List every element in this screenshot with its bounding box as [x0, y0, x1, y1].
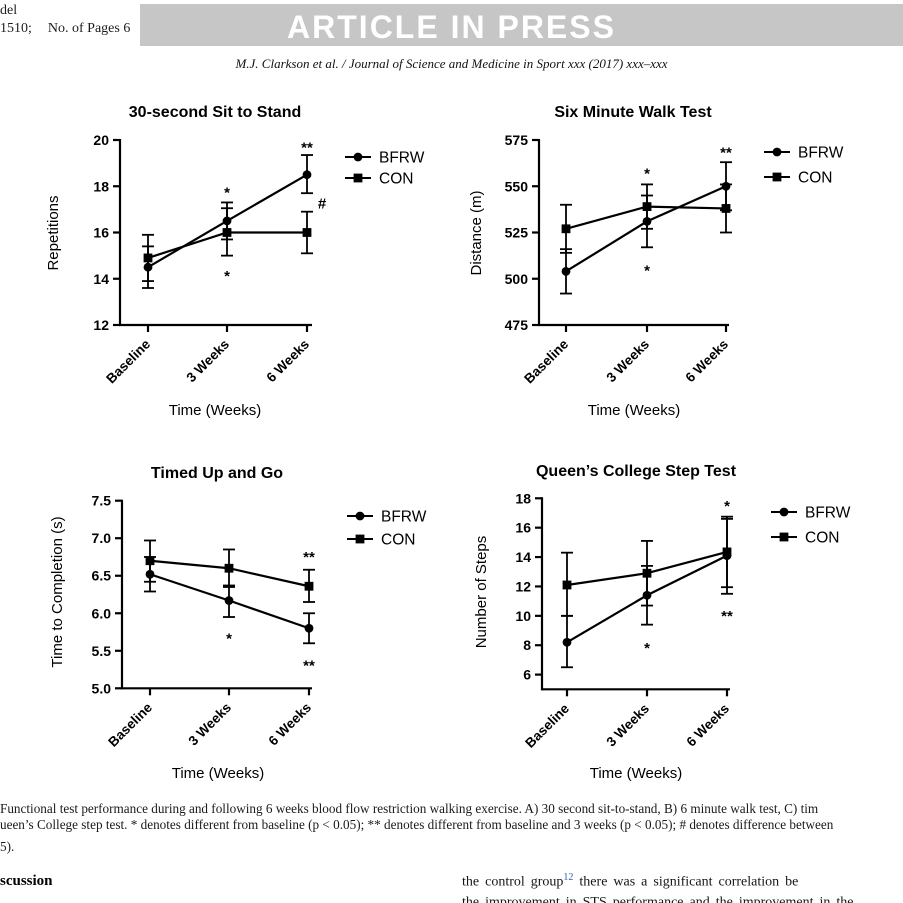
body-text-post: there was a significant correlation be: [573, 874, 799, 890]
chart-timed-up-and-go: 5.0 5.5 6.0 6.5 7.0 7.5 Baseline 3 Weeks 6 Weeks…: [0, 450, 452, 805]
svg-text:6 Weeks: 6 Weeks: [263, 337, 312, 386]
svg-text:18: 18: [93, 178, 109, 194]
chart-svg-timed-up-and-go: 5.0 5.5 6.0 6.5 7.0 7.5 Baseline 3 Weeks 6 Weeks…: [49, 465, 427, 782]
svg-text:**: **: [721, 608, 733, 625]
figure-caption-line1: Functional test performance during and f…: [0, 801, 819, 816]
svg-text:Time to Completion (s): Time to Completion (s): [49, 516, 66, 667]
svg-text:*: *: [644, 166, 650, 183]
svg-text:3 Weeks: 3 Weeks: [183, 337, 232, 386]
body-text-line1: the control group12 there was a signific…: [462, 872, 903, 891]
svg-text:*: *: [224, 268, 230, 285]
svg-text:BFRW: BFRW: [805, 505, 851, 522]
svg-text:7.0: 7.0: [92, 530, 112, 546]
svg-text:#: #: [318, 196, 327, 213]
svg-text:Baseline: Baseline: [521, 336, 571, 386]
svg-text:*: *: [224, 185, 230, 202]
figure-caption-line2: ueen’s College step test. * denotes diff…: [0, 817, 834, 832]
svg-text:BFRW: BFRW: [381, 509, 427, 526]
svg-text:Baseline: Baseline: [522, 700, 572, 750]
svg-text:18: 18: [515, 490, 531, 506]
svg-text:550: 550: [505, 178, 529, 194]
chart-svg-six-minute-walk: 475 500 525 550 575 Baseline 3 Weeks 6 Weeks Six…: [468, 104, 844, 419]
chart-queens-college-step: 6 8 10 12 14 16 18 Baseline 3 Weeks 6 Weeks Queen’…: [451, 450, 903, 805]
svg-text:*: *: [644, 263, 650, 280]
gmodel-code: 1510;: [0, 21, 32, 36]
journal-gmodel-line2: 1510; No. of Pages 6: [0, 21, 130, 37]
svg-text:500: 500: [505, 271, 529, 287]
figure-caption-line3: 5).: [0, 839, 15, 854]
svg-text:7.5: 7.5: [92, 493, 112, 509]
svg-text:3 Weeks: 3 Weeks: [603, 337, 652, 386]
svg-text:Repetitions: Repetitions: [45, 195, 62, 270]
svg-text:3 Weeks: 3 Weeks: [185, 700, 234, 749]
svg-text:30-second Sit to Stand: 30-second Sit to Stand: [129, 104, 301, 121]
svg-text:**: **: [720, 144, 732, 161]
svg-text:Timed Up and Go: Timed Up and Go: [151, 465, 283, 482]
discussion-heading: scussion: [0, 873, 53, 889]
pages-count: No. of Pages 6: [47, 21, 131, 36]
svg-text:575: 575: [505, 132, 529, 148]
svg-text:**: **: [303, 657, 315, 674]
svg-text:20: 20: [93, 132, 109, 148]
svg-text:CON: CON: [381, 532, 415, 549]
journal-gmodel-line1: del: [0, 3, 17, 19]
svg-text:Number of Steps: Number of Steps: [473, 536, 490, 649]
svg-text:Time (Weeks): Time (Weeks): [588, 402, 681, 419]
svg-text:10: 10: [515, 608, 531, 624]
gmodel-text: del: [0, 3, 18, 18]
svg-text:BFRW: BFRW: [379, 150, 425, 167]
svg-text:6 Weeks: 6 Weeks: [265, 700, 314, 749]
svg-text:16: 16: [93, 225, 109, 241]
chart-svg-queens-college-step: 6 8 10 12 14 16 18 Baseline 3 Weeks 6 Weeks Queen’…: [473, 463, 851, 782]
svg-text:525: 525: [505, 225, 529, 241]
body-text-line2-partial: the improvement in STS performance and t…: [462, 895, 854, 903]
svg-text:14: 14: [93, 271, 109, 287]
svg-text:6: 6: [523, 667, 531, 683]
svg-text:Time (Weeks): Time (Weeks): [172, 765, 265, 782]
chart-svg-sit-to-stand: 12 14 16 18 20 Baseline 3 Weeks 6 Weeks 30-secon…: [45, 104, 425, 419]
svg-text:5.5: 5.5: [92, 643, 112, 659]
svg-text:Baseline: Baseline: [105, 699, 155, 749]
svg-text:475: 475: [505, 317, 529, 333]
svg-text:**: **: [301, 139, 313, 156]
svg-text:Distance (m): Distance (m): [468, 190, 485, 275]
running-head-citation: M.J. Clarkson et al. / Journal of Scienc…: [235, 56, 668, 71]
chart-30s-sit-to-stand: 12 14 16 18 20 Baseline 3 Weeks 6 Weeks 30-secon…: [0, 95, 452, 450]
svg-text:14: 14: [515, 549, 531, 565]
svg-text:CON: CON: [798, 170, 832, 187]
svg-text:CON: CON: [379, 171, 413, 188]
svg-text:BFRW: BFRW: [798, 145, 844, 162]
svg-text:Time (Weeks): Time (Weeks): [169, 402, 262, 419]
article-in-press-banner: [140, 4, 903, 46]
svg-text:8: 8: [523, 637, 531, 653]
svg-text:5.0: 5.0: [92, 680, 112, 696]
svg-text:3 Weeks: 3 Weeks: [603, 701, 652, 750]
svg-text:6 Weeks: 6 Weeks: [683, 701, 732, 750]
svg-text:Time (Weeks): Time (Weeks): [590, 765, 683, 782]
svg-text:CON: CON: [805, 530, 839, 547]
svg-text:*: *: [644, 640, 650, 657]
svg-text:6.5: 6.5: [92, 568, 112, 584]
svg-text:Six Minute Walk Test: Six Minute Walk Test: [554, 104, 712, 121]
body-text-pre: the control group: [462, 874, 564, 890]
svg-text:*: *: [724, 498, 730, 515]
svg-text:6.0: 6.0: [92, 605, 112, 621]
svg-text:Baseline: Baseline: [103, 336, 153, 386]
citation-ref-link[interactable]: 12: [563, 872, 574, 883]
article-in-press-text: ARTICLE IN PRESS: [287, 9, 616, 45]
svg-text:Queen’s College Step Test: Queen’s College Step Test: [536, 463, 737, 480]
svg-text:**: **: [303, 549, 315, 566]
chart-six-minute-walk: 475 500 525 550 575 Baseline 3 Weeks 6 Weeks Six…: [451, 95, 903, 450]
svg-text:12: 12: [93, 317, 109, 333]
svg-text:6 Weeks: 6 Weeks: [682, 337, 731, 386]
svg-text:16: 16: [515, 520, 531, 536]
svg-text:*: *: [226, 630, 232, 647]
svg-text:12: 12: [515, 578, 531, 594]
